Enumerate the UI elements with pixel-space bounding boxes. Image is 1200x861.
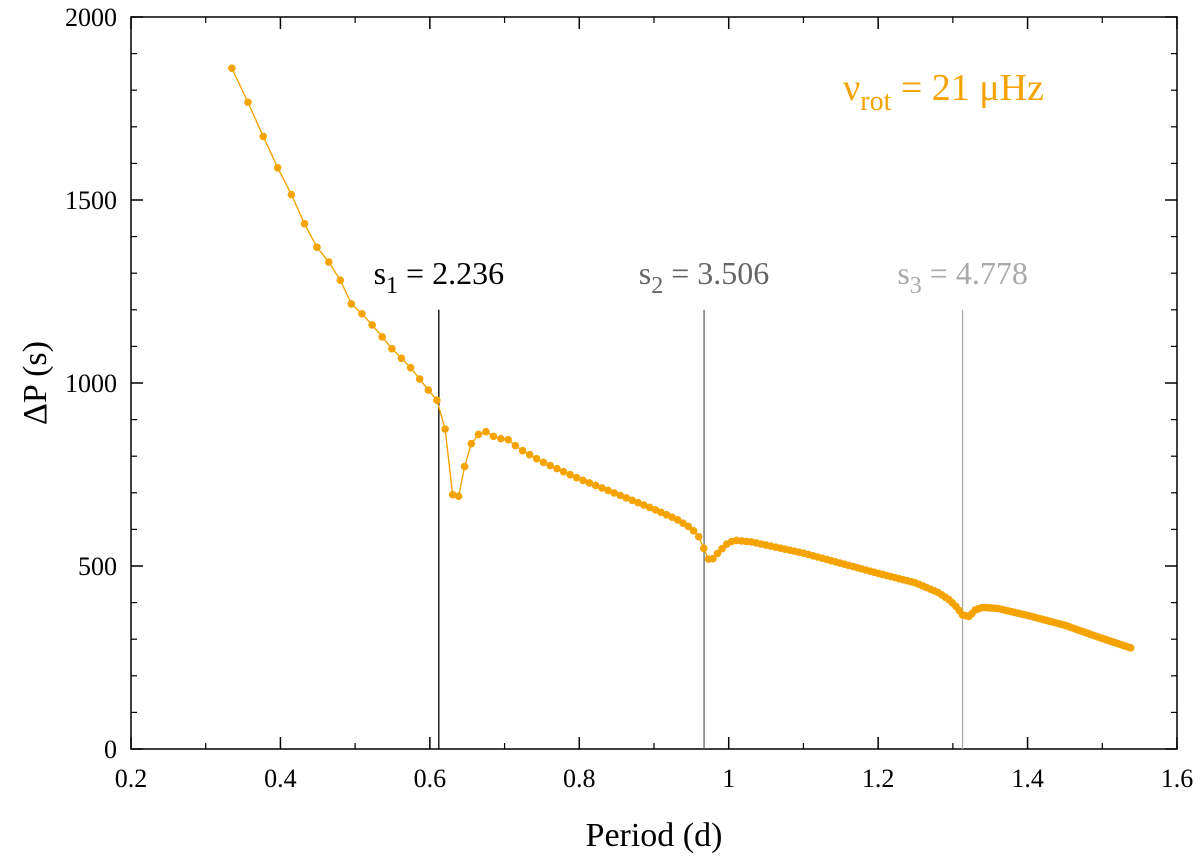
y-tick-label: 2000: [65, 3, 117, 32]
x-tick-label: 0.2: [115, 764, 148, 793]
data-point: [572, 473, 581, 482]
x-tick-label: 1: [722, 764, 735, 793]
data-point: [718, 544, 726, 553]
data-point: [424, 386, 433, 394]
series-line: [231, 67, 1131, 649]
data-point: [532, 454, 541, 463]
data-point: [228, 64, 236, 73]
data-point: [313, 243, 321, 251]
data-point: [518, 446, 527, 455]
data-point: [300, 220, 309, 228]
data-point: [460, 462, 469, 471]
data-point: [645, 503, 654, 512]
y-tick-label: 1000: [65, 369, 117, 398]
x-axis-label: Period (d): [586, 817, 723, 854]
data-point: [273, 163, 282, 172]
data-point: [713, 549, 722, 558]
data-point: [604, 486, 612, 495]
data-point: [553, 464, 561, 473]
data-point: [448, 490, 457, 499]
data-point: [244, 98, 252, 107]
y-axis-label: ΔP (s): [17, 341, 54, 425]
data-point: [566, 470, 574, 479]
data-point: [694, 532, 703, 541]
data-point: [1126, 644, 1135, 652]
data-point: [482, 427, 490, 436]
data-point: [709, 554, 717, 563]
series-group: [228, 64, 1135, 652]
data-point: [378, 333, 387, 341]
x-tick-label: 1.6: [1161, 764, 1194, 793]
data-point: [511, 441, 520, 450]
data-point: [699, 544, 708, 553]
data-point: [325, 258, 333, 266]
x-tick-label: 0.4: [264, 764, 297, 793]
data-point: [347, 300, 356, 308]
data-point: [525, 450, 534, 459]
tick-group: [130, 16, 1178, 750]
data-point: [622, 494, 631, 502]
x-tick-label: 1.4: [1011, 764, 1044, 793]
vline-label-s2: s2 = 3.506: [639, 255, 770, 299]
data-point: [616, 491, 625, 500]
data-point: [585, 479, 594, 487]
data-point: [368, 321, 376, 329]
label-group: 0.2 0.4 0.6 0.8 1 1.2 1.4 1.6 0 500 1000 1500 2000 Pe…: [17, 3, 1193, 854]
data-point: [397, 354, 406, 363]
data-point: [441, 425, 449, 433]
data-point: [591, 481, 600, 490]
data-point: [287, 190, 296, 199]
data-point: [467, 439, 476, 448]
data-point: [579, 476, 587, 485]
data-point: [504, 435, 512, 444]
data-point: [358, 309, 366, 318]
data-point: [259, 132, 268, 141]
data-point: [406, 363, 415, 372]
data-point: [474, 430, 483, 439]
data-point: [546, 461, 555, 470]
data-point: [489, 432, 498, 441]
data-point: [454, 492, 463, 501]
data-point: [689, 527, 698, 535]
x-tick-label: 0.6: [414, 764, 447, 793]
data-point: [640, 501, 648, 509]
data-point: [628, 496, 636, 505]
data-point: [610, 489, 618, 497]
data-point: [634, 498, 642, 507]
vline-label-s3: s3 = 4.778: [897, 255, 1028, 299]
y-tick-label: 500: [78, 552, 117, 581]
vline-label-s1: s1 = 2.236: [374, 255, 505, 299]
data-point: [684, 522, 693, 531]
data-point: [415, 375, 424, 383]
data-point: [336, 276, 345, 284]
data-point: [497, 434, 505, 443]
y-tick-label: 1500: [65, 186, 117, 215]
plot-frame: [130, 16, 1178, 750]
data-point: [598, 484, 606, 492]
x-tick-label: 0.8: [563, 764, 596, 793]
data-point: [539, 458, 548, 467]
y-tick-label: 0: [104, 735, 117, 764]
data-point: [559, 467, 568, 476]
rotation-annotation: νrot = 21 μHz: [843, 67, 1044, 117]
vline-group: [438, 309, 964, 749]
data-point: [433, 396, 441, 404]
x-tick-label: 1.2: [862, 764, 895, 793]
data-point: [388, 344, 396, 353]
